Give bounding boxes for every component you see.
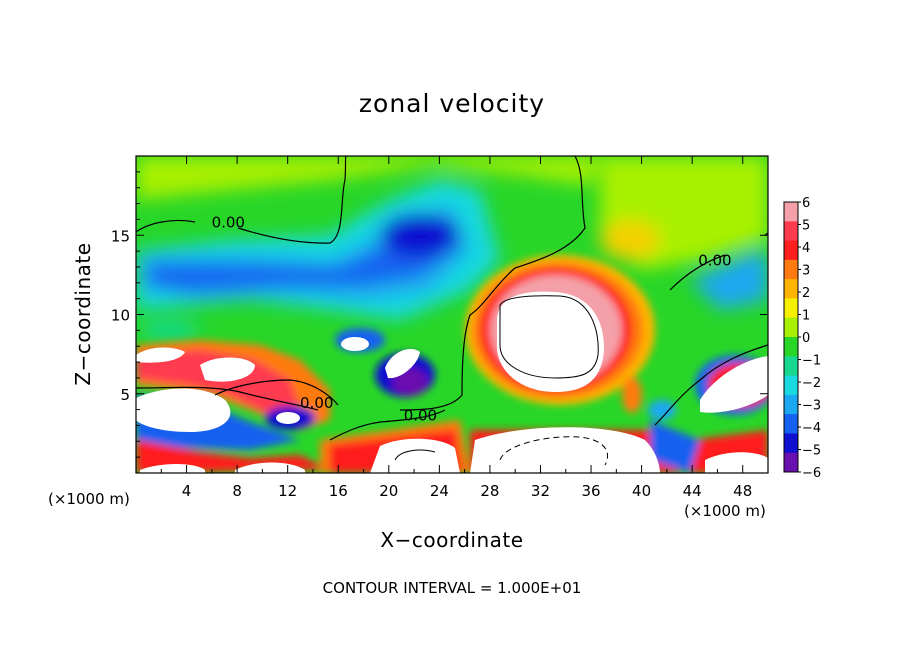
colorbar-swatch	[784, 433, 798, 454]
colorbar-swatch	[784, 356, 798, 377]
colorbar-tick-label: −5	[802, 444, 821, 459]
x-tick-label: 24	[430, 482, 449, 500]
contour-label: 0.00	[698, 251, 731, 269]
colorbar-tick-label: −2	[802, 376, 821, 391]
x-unit-right: (×1000 m)	[684, 502, 766, 520]
x-tick-label: 48	[733, 482, 752, 500]
contour-label: 0.00	[212, 213, 245, 231]
colorbar-tick-label: 6	[802, 196, 810, 211]
x-tick-label: 28	[480, 482, 499, 500]
x-tick-label: 4	[182, 482, 192, 500]
colorbar-tick-label: 3	[802, 264, 810, 279]
colorbar-swatch	[784, 375, 798, 396]
colorbar-swatch	[784, 221, 798, 242]
y-axis: 5 10 15	[111, 171, 768, 458]
colorbar-swatch	[784, 452, 798, 473]
x-tick-label: 44	[683, 482, 702, 500]
colorbar-tick-label: −3	[802, 399, 821, 414]
colorbar-swatch	[784, 394, 798, 415]
x-unit-left: (×1000 m)	[48, 490, 130, 508]
colorbar-swatch	[784, 317, 798, 338]
colorbar-tick-label: 1	[802, 309, 810, 324]
colorbar-tick-label: 2	[802, 286, 810, 301]
colorbar-tick-label: 4	[802, 241, 810, 256]
colorbar-tick-label: 5	[802, 219, 810, 234]
x-tick-label: 12	[278, 482, 297, 500]
x-tick-label: 32	[531, 482, 550, 500]
contour-labels: 0.00 0.00 0.00 0.00	[212, 213, 732, 424]
x-tick-label: 8	[232, 482, 242, 500]
velocity-field	[136, 156, 768, 473]
contour-interval-note: CONTOUR INTERVAL = 1.000E+01	[323, 579, 582, 597]
chart-title: zonal velocity	[359, 89, 545, 118]
colorbar-swatch	[784, 414, 798, 434]
x-tick-label: 20	[379, 482, 398, 500]
x-axis-title: X−coordinate	[380, 528, 523, 552]
colorbar-tick-label: −1	[802, 354, 821, 369]
x-tick-label: 16	[329, 482, 348, 500]
colorbar-swatch	[784, 202, 798, 222]
y-tick-label: 10	[111, 307, 130, 325]
y-tick-label: 5	[120, 386, 130, 404]
x-tick-label: 40	[632, 482, 651, 500]
contour-lines	[136, 156, 768, 466]
colorbar: 6 5 4 3 2 1 0 −1 −2 −3 −4 −5 −6	[783, 196, 821, 481]
x-tick-label: 36	[581, 482, 600, 500]
colorbar-swatch	[784, 279, 798, 299]
colorbar-swatch	[784, 259, 798, 280]
colorbar-swatch	[784, 298, 798, 319]
y-axis-title: Z−coordinate	[71, 242, 95, 385]
contour-label: 0.00	[300, 394, 333, 412]
colorbar-tick-label: −6	[802, 466, 821, 481]
x-axis: 4 8 12 16 20 24 28 32 36 40 44 48	[160, 156, 752, 500]
colorbar-swatch	[784, 337, 798, 357]
y-tick-label: 15	[111, 227, 130, 245]
colorbar-tick-label: 0	[802, 331, 810, 346]
contour-label: 0.00	[404, 407, 437, 425]
colorbar-swatch	[784, 240, 798, 261]
colorbar-tick-label: −4	[802, 421, 821, 436]
